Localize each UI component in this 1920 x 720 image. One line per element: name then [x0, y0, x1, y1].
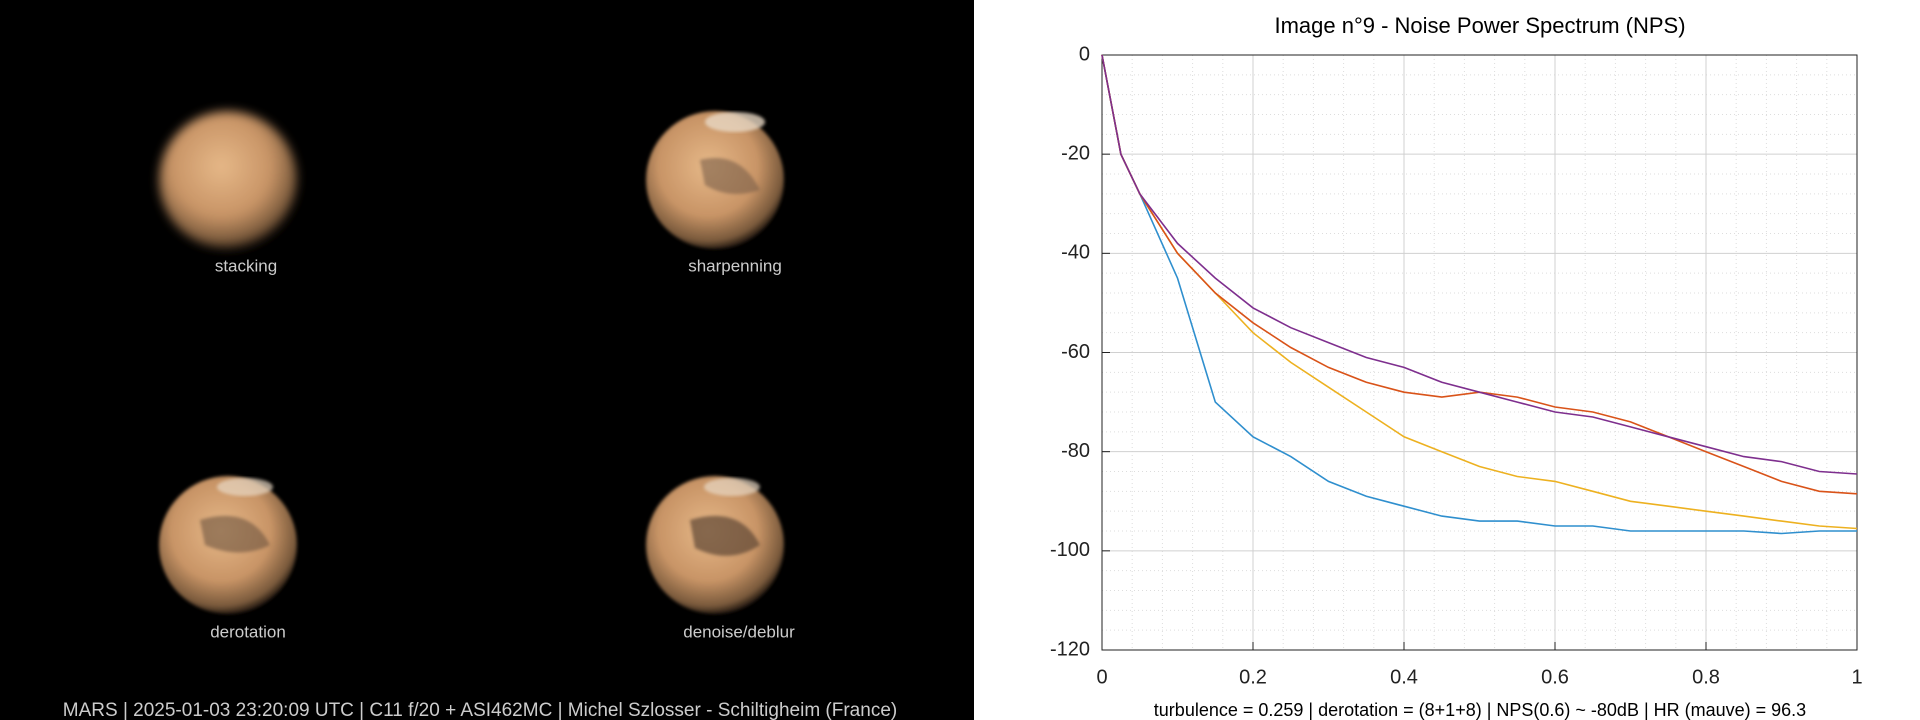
y-tick-label: -60 — [1061, 341, 1090, 363]
y-tick-label: -120 — [1050, 638, 1090, 660]
image-label: stacking — [215, 256, 277, 275]
chart: Image n°9 - Noise Power Spectrum (NPS) t… — [1050, 13, 1863, 720]
image-label: denoise/deblur — [683, 622, 795, 641]
y-tick-label: -20 — [1061, 142, 1090, 164]
image-panel — [0, 0, 974, 720]
x-tick-label: 0.6 — [1541, 666, 1569, 688]
planet — [646, 111, 784, 249]
x-tick-label: 0.2 — [1239, 666, 1267, 688]
chart-annotation: turbulence = 0.259 | derotation = (8+1+8… — [1154, 700, 1806, 720]
series-line — [1101, 54, 1858, 495]
image-label: derotation — [210, 622, 286, 641]
planet — [159, 111, 297, 249]
x-tick-label: 0 — [1096, 666, 1107, 688]
series-line — [1101, 54, 1857, 535]
image-label: sharpenning — [688, 256, 782, 275]
x-tick-label: 1 — [1851, 666, 1862, 688]
x-tick-label: 0.8 — [1692, 666, 1720, 688]
x-tick-label: 0.4 — [1390, 666, 1418, 688]
plot-frame — [1101, 54, 1858, 651]
caption: MARS | 2025-01-03 23:20:09 UTC | C11 f/2… — [63, 700, 897, 720]
series-line — [1101, 54, 1858, 475]
y-tick-label: -100 — [1050, 539, 1090, 561]
planet — [159, 476, 297, 614]
y-tick-label: 0 — [1079, 43, 1090, 65]
chart-title: Image n°9 - Noise Power Spectrum (NPS) — [1274, 13, 1685, 38]
y-tick-label: -40 — [1061, 242, 1090, 264]
planet — [646, 476, 784, 614]
y-tick-label: -80 — [1061, 440, 1090, 462]
